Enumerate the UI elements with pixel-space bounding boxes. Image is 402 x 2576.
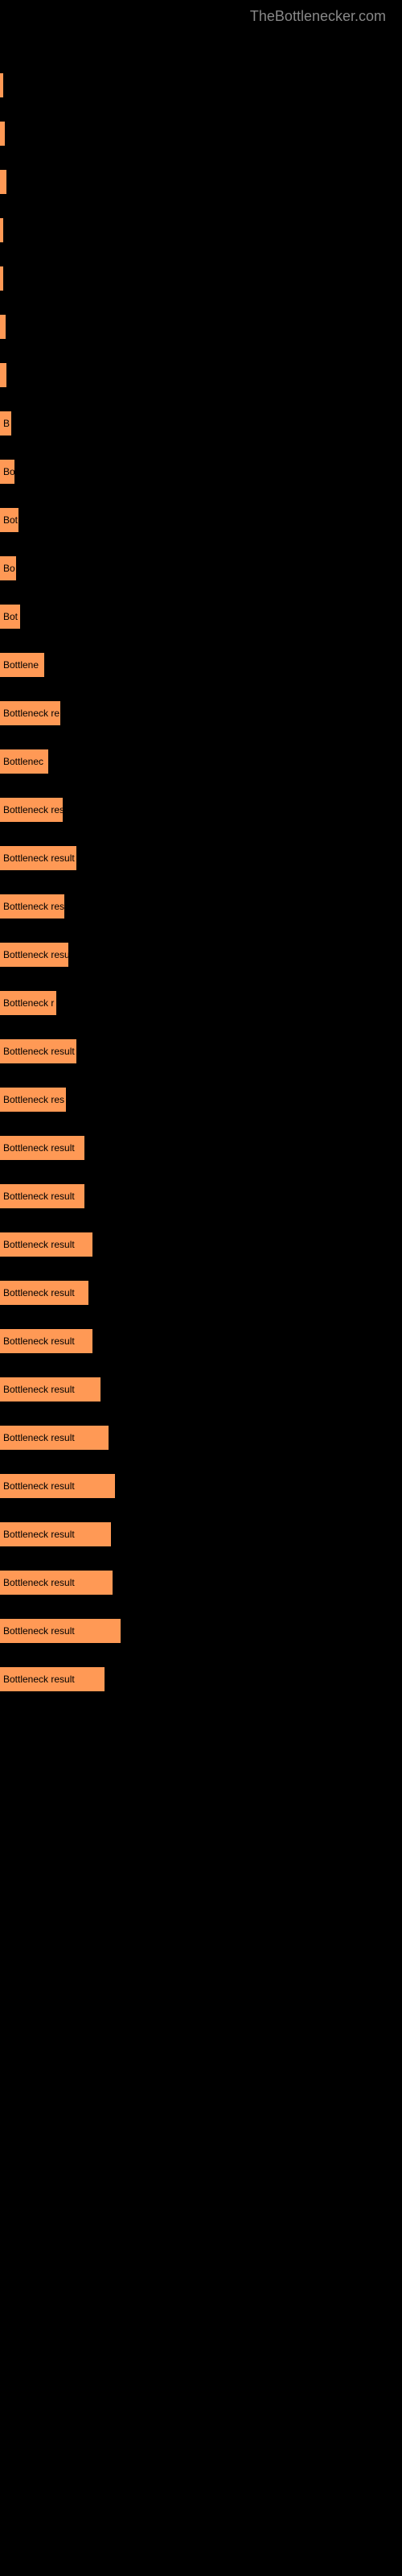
bar	[0, 218, 3, 242]
bar	[0, 122, 5, 146]
bar-row: Bottlenec	[0, 749, 402, 774]
bar-row: Bottleneck result	[0, 1232, 402, 1257]
bar: Bottleneck resu	[0, 943, 68, 967]
bar-row: Bottleneck result	[0, 846, 402, 870]
bar-row: Bo	[0, 460, 402, 484]
bar: Bottlenec	[0, 749, 48, 774]
bar: Bottleneck result	[0, 846, 76, 870]
bar-label: Bottleneck result	[3, 1577, 75, 1588]
bar: Bottleneck res	[0, 798, 63, 822]
bar-label: Bottleneck result	[3, 1142, 75, 1154]
bar-label: Bottleneck res	[3, 804, 63, 815]
bar	[0, 266, 3, 291]
bar: Bottleneck result	[0, 1571, 113, 1595]
bar: Bottleneck result	[0, 1329, 92, 1353]
bar-row: Bottleneck res	[0, 1088, 402, 1112]
bar-label: Bottleneck result	[3, 1046, 75, 1057]
bar-row: Bo	[0, 556, 402, 580]
bar-row: Bottleneck result	[0, 1667, 402, 1691]
bar-row: Bot	[0, 508, 402, 532]
bar-row: Bottleneck resu	[0, 943, 402, 967]
bar-row	[0, 315, 402, 339]
bar: Bottleneck result	[0, 1184, 84, 1208]
bar-row: Bottleneck result	[0, 1474, 402, 1498]
bar	[0, 315, 6, 339]
bar-row: Bottleneck result	[0, 1522, 402, 1546]
bar-row: Bottleneck re	[0, 701, 402, 725]
bar: Bot	[0, 508, 18, 532]
bar: Bottleneck result	[0, 1281, 88, 1305]
bar-row: Bottleneck result	[0, 1571, 402, 1595]
bar-row: Bottleneck result	[0, 1426, 402, 1450]
bar: Bottleneck r	[0, 991, 56, 1015]
bar-label: Bottleneck re	[3, 708, 59, 719]
bar: Bottleneck result	[0, 1377, 100, 1402]
bar: Bottleneck re	[0, 701, 60, 725]
bar-row: B	[0, 411, 402, 436]
bar: Bottleneck res	[0, 1088, 66, 1112]
bar-label: Bot	[3, 514, 18, 526]
bar-label: B	[3, 418, 10, 429]
bar-row	[0, 218, 402, 242]
bar-label: Bottleneck res	[3, 901, 64, 912]
bar: B	[0, 411, 11, 436]
bar-label: Bottleneck result	[3, 1625, 75, 1637]
bar-label: Bottleneck result	[3, 1287, 75, 1298]
bar-label: Bottleneck result	[3, 1529, 75, 1540]
bar: Bottleneck result	[0, 1619, 121, 1643]
bar-row: Bottleneck res	[0, 894, 402, 919]
bar-label: Bottleneck result	[3, 1384, 75, 1395]
bar-row: Bottleneck result	[0, 1136, 402, 1160]
bar-row: Bottleneck result	[0, 1184, 402, 1208]
bar-label: Bottleneck result	[3, 1480, 75, 1492]
bar-row: Bottleneck result	[0, 1281, 402, 1305]
bar-row: Bottleneck res	[0, 798, 402, 822]
site-title: TheBottlenecker.com	[250, 8, 386, 24]
bar-label: Bo	[3, 563, 15, 574]
bar-row: Bottlene	[0, 653, 402, 677]
site-header: TheBottlenecker.com	[0, 0, 402, 33]
bar-label: Bo	[3, 466, 14, 477]
bar-label: Bottleneck res	[3, 1094, 64, 1105]
bar-label: Bottleneck result	[3, 1432, 75, 1443]
bar-label: Bottleneck r	[3, 997, 54, 1009]
bar-row	[0, 170, 402, 194]
bar: Bo	[0, 460, 14, 484]
bar: Bottlene	[0, 653, 44, 677]
bar-row	[0, 73, 402, 97]
bar-label: Bottleneck result	[3, 1239, 75, 1250]
bar-row: Bottleneck result	[0, 1619, 402, 1643]
bar-label: Bottlene	[3, 659, 39, 671]
bar-label: Bottleneck result	[3, 1191, 75, 1202]
bottleneck-chart: B Bo Bot Bo Bot Bottlene Bottleneck re Bottlene…	[0, 33, 402, 1732]
bar: Bottleneck result	[0, 1667, 105, 1691]
bar-row: Bot	[0, 605, 402, 629]
bar	[0, 170, 6, 194]
bar-label: Bottleneck result	[3, 1335, 75, 1347]
bar	[0, 363, 6, 387]
bar: Bottleneck result	[0, 1474, 115, 1498]
bar: Bo	[0, 556, 16, 580]
bar-row	[0, 363, 402, 387]
bar: Bottleneck result	[0, 1522, 111, 1546]
bar-row: Bottleneck result	[0, 1039, 402, 1063]
bar: Bot	[0, 605, 20, 629]
bar-label: Bot	[3, 611, 18, 622]
bar-row: Bottleneck result	[0, 1329, 402, 1353]
bar-label: Bottleneck result	[3, 1674, 75, 1685]
bar-label: Bottleneck resu	[3, 949, 68, 960]
bar-row: Bottleneck result	[0, 1377, 402, 1402]
bar: Bottleneck result	[0, 1136, 84, 1160]
bar: Bottleneck result	[0, 1039, 76, 1063]
bar	[0, 73, 3, 97]
bar-row: Bottleneck r	[0, 991, 402, 1015]
bar: Bottleneck res	[0, 894, 64, 919]
bar-label: Bottlenec	[3, 756, 43, 767]
bar-row	[0, 266, 402, 291]
bar: Bottleneck result	[0, 1426, 109, 1450]
bar-row	[0, 122, 402, 146]
bar-label: Bottleneck result	[3, 852, 75, 864]
bar: Bottleneck result	[0, 1232, 92, 1257]
